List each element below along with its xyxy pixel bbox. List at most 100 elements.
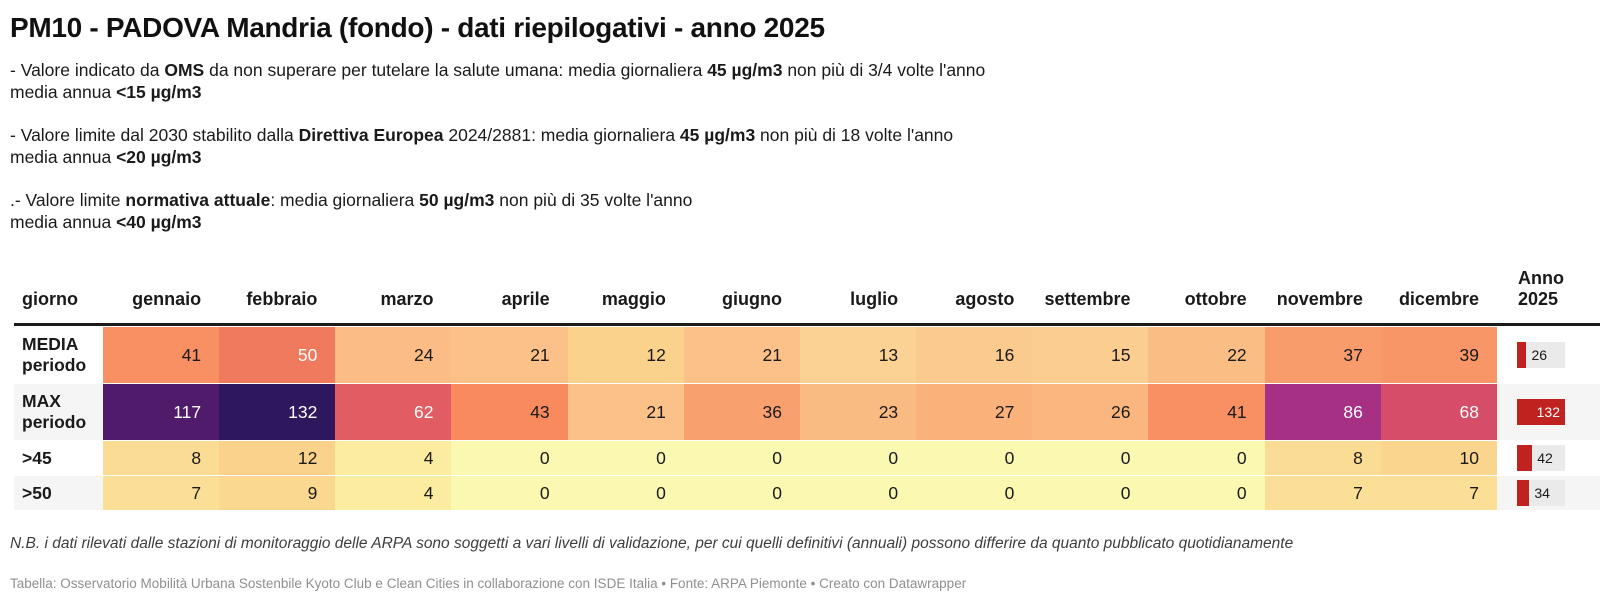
- value-cell: 117: [103, 384, 220, 440]
- anno-value: 34: [1534, 485, 1550, 501]
- page-title: PM10 - PADOVA Mandria (fondo) - dati rie…: [10, 12, 825, 43]
- value-cell: 0: [451, 441, 568, 475]
- column-header: aprile: [501, 289, 550, 309]
- row-label: MAX periodo: [14, 384, 103, 440]
- value-cell: 50: [219, 327, 336, 383]
- row-label: >45: [22, 447, 52, 468]
- value-cell: 21: [567, 384, 684, 440]
- row-label: >50: [14, 476, 103, 510]
- anno-bar: [1516, 342, 1527, 368]
- column-header: dicembre: [1398, 289, 1479, 309]
- value-cell: 0: [799, 441, 917, 475]
- value-cell: 0: [1032, 441, 1149, 475]
- table-row: MEDIA periodo 41 50 24 21 12 21 13 16 15 22 37 39 26: [14, 327, 1600, 383]
- anno-bar-track: 34: [1516, 480, 1565, 506]
- value-cell: 0: [1148, 441, 1265, 475]
- value-cell: 0: [1032, 476, 1149, 510]
- value-cell: 21: [451, 327, 568, 383]
- anno-bar: [1516, 480, 1530, 506]
- table-row: MAX periodo 117 132 62 43 21 36 23 27 26 41 86 68 132: [14, 384, 1600, 440]
- value-cell: 37: [1264, 327, 1381, 383]
- table-row: >45 8 12 4 0 0 0 0 0 0 0 8 10 42: [14, 441, 1600, 475]
- anno-bar-cell: 34: [1496, 476, 1600, 510]
- value-cell: 36: [683, 384, 800, 440]
- value-cell: 0: [799, 476, 917, 510]
- value-cell: 0: [567, 476, 684, 510]
- value-cell: 132: [219, 384, 336, 440]
- row-label: MEDIA periodo: [22, 334, 87, 375]
- validation-note: N.B. i dati rilevati dalle stazioni di m…: [10, 535, 1294, 552]
- value-cell: 8: [103, 441, 220, 475]
- note-line: media annua <15 µg/m3: [10, 82, 202, 102]
- value-cell: 62: [335, 384, 452, 440]
- anno-value: 42: [1537, 450, 1553, 466]
- value-cell: 27: [916, 384, 1033, 440]
- table-row: >50 7 9 4 0 0 0 0 0 0 0 7 7 34: [14, 476, 1600, 510]
- value-cell: 4: [335, 441, 452, 475]
- notes: - Valore indicato da OMS da non superare…: [10, 59, 1590, 233]
- anno-bar-track: 132: [1516, 399, 1565, 425]
- note-line: media annua <20 µg/m3: [10, 147, 202, 167]
- column-header: novembre: [1276, 289, 1363, 309]
- anno-bar-cell: 132: [1496, 384, 1600, 440]
- value-cell: 0: [567, 441, 684, 475]
- column-header: Anno 2025: [1517, 268, 1564, 309]
- value-cell: 16: [916, 327, 1033, 383]
- value-cell: 7: [1264, 476, 1381, 510]
- value-cell: 43: [451, 384, 568, 440]
- datawrapper-table: giorno gennaio febbraio marzo aprile maggio gi…: [14, 260, 1600, 510]
- column-header: giugno: [722, 289, 782, 309]
- column-header: settembre: [1044, 289, 1131, 309]
- value-cell: 15: [1032, 327, 1149, 383]
- value-cell: 12: [567, 327, 684, 383]
- value-cell: 4: [335, 476, 452, 510]
- value-cell: 23: [799, 384, 917, 440]
- limit-note: - Valore indicato da OMS da non superare…: [10, 59, 1590, 103]
- note-line: - Valore indicato da OMS da non superare…: [10, 60, 986, 80]
- anno-bar-cell: 42: [1497, 441, 1600, 475]
- table-header: giorno gennaio febbraio marzo aprile maggio gi…: [14, 260, 1600, 326]
- value-cell: 0: [916, 441, 1033, 475]
- value-cell: 8: [1264, 441, 1381, 475]
- value-cell: 41: [103, 327, 220, 383]
- limit-note: - Valore limite dal 2030 stabilito dalla…: [10, 124, 1590, 168]
- anno-bar-track: 42: [1516, 445, 1565, 471]
- value-cell: 26: [1032, 384, 1149, 440]
- value-cell: 86: [1264, 384, 1381, 440]
- value-cell: 0: [683, 476, 800, 510]
- value-cell: 12: [219, 441, 336, 475]
- value-cell: 0: [916, 476, 1033, 510]
- value-cell: 41: [1148, 384, 1265, 440]
- page: PM10 - PADOVA Mandria (fondo) - dati rie…: [10, 12, 1600, 591]
- value-cell: 7: [1380, 476, 1497, 510]
- column-header: luglio: [850, 289, 899, 309]
- value-cell: 9: [219, 476, 336, 510]
- column-header: maggio: [601, 289, 666, 309]
- column-header: giorno: [22, 289, 78, 309]
- value-cell: 68: [1380, 384, 1497, 440]
- anno-value: 132: [1536, 404, 1560, 420]
- limit-note: .- Valore limite normativa attuale: medi…: [10, 189, 1590, 233]
- value-cell: 7: [103, 476, 220, 510]
- value-cell: 13: [799, 327, 917, 383]
- anno-bar: [1516, 445, 1533, 471]
- value-cell: 39: [1380, 327, 1497, 383]
- column-header: ottobre: [1184, 289, 1247, 309]
- anno-bar-cell: 26: [1497, 327, 1600, 383]
- anno-bar-track: 26: [1516, 342, 1565, 368]
- table-body: MEDIA periodo 41 50 24 21 12 21 13 16 15 22 37 39 26 M…: [14, 327, 1600, 510]
- column-header: gennaio: [132, 289, 202, 309]
- value-cell: 0: [683, 441, 800, 475]
- anno-value: 26: [1531, 347, 1548, 363]
- column-header: agosto: [955, 289, 1015, 309]
- value-cell: 10: [1380, 441, 1497, 475]
- attribution: Tabella: Osservatorio Mobilità Urbana So…: [10, 576, 967, 591]
- note-line: media annua <40 µg/m3: [10, 212, 202, 232]
- note-line: - Valore limite dal 2030 stabilito dalla…: [10, 125, 954, 145]
- column-header: febbraio: [246, 289, 318, 309]
- value-cell: 22: [1148, 327, 1265, 383]
- column-header: marzo: [380, 289, 434, 309]
- note-line: .- Valore limite normativa attuale: medi…: [10, 190, 693, 210]
- value-cell: 0: [1148, 476, 1265, 510]
- value-cell: 24: [335, 327, 452, 383]
